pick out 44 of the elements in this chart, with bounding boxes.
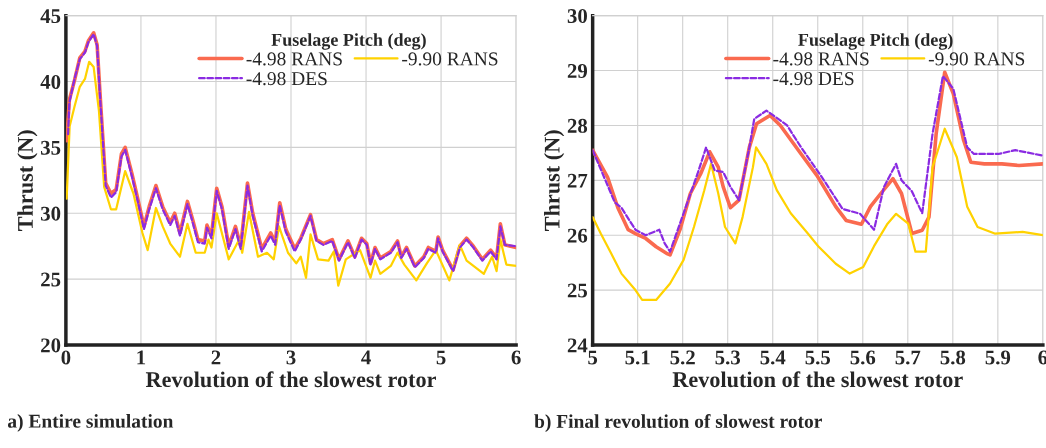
- y-tick-label: 26: [567, 228, 588, 243]
- x-tick-label: 5: [436, 350, 446, 365]
- legend-label: -4.98 DES: [246, 72, 327, 86]
- legend-title: Fuselage Pitch (deg): [798, 33, 953, 50]
- legend-title: Fuselage Pitch (deg): [271, 33, 426, 50]
- legend-label: -4.98 DES: [773, 72, 854, 86]
- y-tick-label: 27: [567, 173, 588, 188]
- x-tick-label: 5.1: [625, 350, 650, 365]
- x-axis-title: Revolution of the slowest rotor: [145, 371, 436, 388]
- x-tick-label: 4: [361, 350, 371, 365]
- x-tick-label: 6: [511, 350, 521, 365]
- x-tick-label: 2: [211, 350, 221, 365]
- y-tick-label: 25: [567, 283, 588, 298]
- y-tick-label: 24: [567, 338, 588, 353]
- x-tick-label: 5.2: [670, 350, 695, 365]
- x-tick-label: 3: [286, 350, 296, 365]
- y-axis-title: Thrust (N): [17, 130, 38, 231]
- y-tick-label: 45: [40, 9, 61, 24]
- x-tick-label: 5.3: [715, 350, 741, 365]
- y-tick-label: 35: [40, 140, 61, 155]
- y-tick-label: 29: [567, 63, 588, 78]
- x-tick-label: 5.8: [940, 350, 966, 365]
- y-tick-label: 30: [567, 9, 587, 24]
- x-tick-label: 5.5: [805, 350, 831, 365]
- y-axis-title: Thrust (N): [544, 130, 565, 231]
- x-tick-label: 0: [61, 350, 71, 365]
- x-tick-label: 5.9: [985, 350, 1011, 365]
- legend-label: -9.90 RANS: [928, 52, 1025, 66]
- text: a) Entire simulation: [8, 414, 174, 432]
- y-tick-label: 28: [567, 118, 588, 133]
- y-tick-label: 30: [40, 206, 61, 221]
- x-tick-label: 5: [588, 350, 598, 365]
- x-tick-label: 5.6: [850, 350, 876, 365]
- x-axis-title: Revolution of the slowest rotor: [672, 371, 963, 388]
- legend-label: -9.90 RANS: [402, 52, 498, 66]
- legend-label: -4.98 RANS: [246, 52, 342, 66]
- y-tick-label: 40: [40, 74, 61, 89]
- legend-label: -4.98 RANS: [773, 52, 869, 66]
- y-tick-label: 25: [41, 272, 61, 287]
- text: b) Final revolution of slowest rotor: [534, 414, 822, 432]
- x-tick-label: 5.7: [895, 350, 921, 365]
- x-tick-label: 5.4: [760, 350, 786, 365]
- y-tick-label: 20: [41, 338, 61, 353]
- x-tick-label: 1: [137, 350, 146, 365]
